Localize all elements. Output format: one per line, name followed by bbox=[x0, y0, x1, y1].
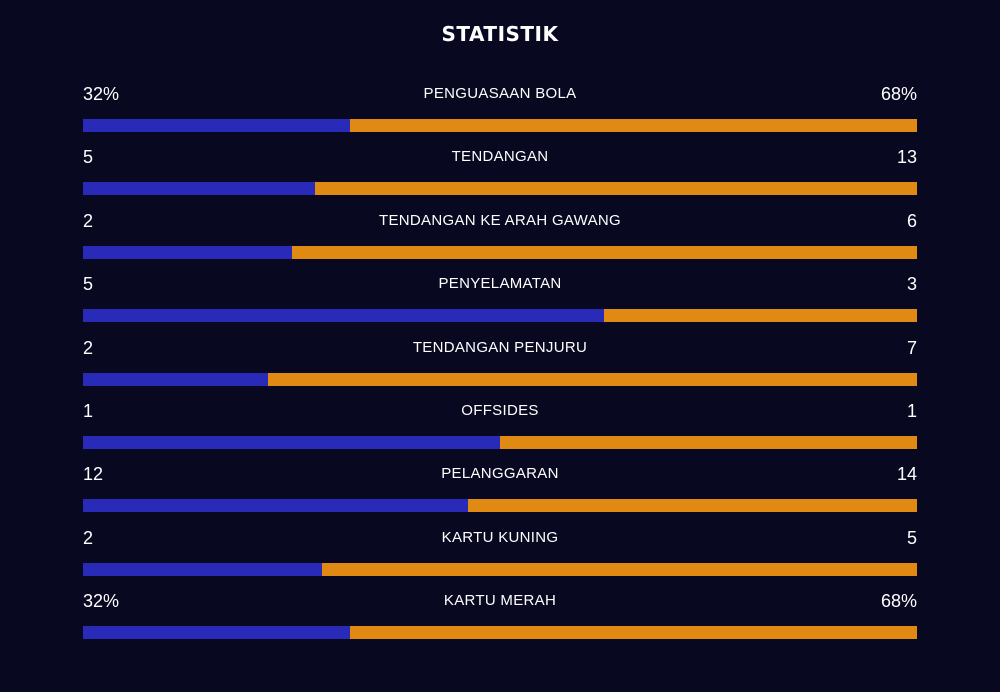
stat-label: KARTU KUNING bbox=[441, 528, 559, 546]
stat-home-value: 32% bbox=[83, 84, 120, 104]
stat-bar-home bbox=[83, 499, 468, 513]
stat-home-value: 2 bbox=[83, 210, 94, 231]
stat-bar bbox=[83, 626, 917, 640]
stat-home-value: 5 bbox=[83, 274, 94, 295]
stat-bar-home bbox=[83, 119, 350, 132]
stat-label: OFFSIDES bbox=[461, 402, 539, 419]
stat-home-value: 32% bbox=[83, 591, 120, 612]
stat-label: PENGUASAAN BOLA bbox=[423, 85, 577, 102]
stat-away-value: 5 bbox=[906, 527, 917, 548]
stat-bar bbox=[83, 372, 917, 386]
stat-bar bbox=[83, 245, 917, 259]
stat-away-value: 7 bbox=[906, 337, 917, 358]
stat-home-value: 1 bbox=[83, 401, 94, 421]
stat-bar-home bbox=[83, 309, 604, 323]
stat-away-value: 68% bbox=[880, 84, 917, 104]
stat-bar-home bbox=[83, 245, 292, 259]
stat-row-offsides: 1 OFFSIDES 1 bbox=[83, 399, 917, 459]
stat-row-tendangan-penjuru: 2 TENDANGAN PENJURU 7 bbox=[83, 336, 917, 396]
stat-away-value: 68% bbox=[880, 591, 917, 612]
stat-home-value: 12 bbox=[83, 464, 104, 485]
stats-title: STATISTIK bbox=[441, 22, 559, 46]
stat-label: PELANGGARAN bbox=[441, 465, 559, 483]
stat-row-kartu-kuning: 2 KARTU KUNING 5 bbox=[83, 526, 917, 586]
stat-away-value: 13 bbox=[896, 147, 917, 168]
stat-row-kartu-merah: 32% KARTU MERAH 68% bbox=[83, 589, 917, 649]
stat-row-penguasaan-bola: 32% PENGUASAAN BOLA 68% bbox=[83, 82, 917, 142]
stat-row-tendangan: 5 TENDANGAN 13 bbox=[83, 145, 917, 205]
stat-bar-home bbox=[83, 626, 350, 640]
stat-bar-home bbox=[83, 182, 315, 196]
stat-away-value: 3 bbox=[906, 274, 917, 295]
stat-home-value: 5 bbox=[83, 147, 94, 168]
stat-away-value: 6 bbox=[906, 210, 917, 231]
stat-bar bbox=[83, 436, 917, 449]
stat-home-value: 2 bbox=[83, 527, 94, 548]
stat-bar-home bbox=[83, 562, 322, 576]
stat-row-penyelamatan: 5 PENYELAMATAN 3 bbox=[83, 272, 917, 332]
stat-home-value: 2 bbox=[83, 337, 94, 358]
stat-row-pelanggaran: 12 PELANGGARAN 14 bbox=[83, 462, 917, 522]
stat-row-tendangan-ke-arah-gawang: 2 TENDANGAN KE ARAH GAWANG 6 bbox=[83, 209, 917, 269]
stat-label: PENYELAMATAN bbox=[438, 275, 562, 293]
stat-away-value: 1 bbox=[906, 401, 917, 421]
stat-bar bbox=[83, 562, 917, 576]
stat-label: TENDANGAN PENJURU bbox=[412, 338, 588, 356]
stat-label: KARTU MERAH bbox=[443, 592, 557, 610]
stat-label: TENDANGAN bbox=[451, 148, 549, 166]
stat-bar-home bbox=[83, 436, 500, 449]
stat-away-value: 14 bbox=[896, 464, 917, 485]
stat-label: TENDANGAN KE ARAH GAWANG bbox=[379, 211, 621, 229]
stat-bar-home bbox=[83, 372, 268, 386]
stat-bar bbox=[83, 499, 917, 513]
stat-bar bbox=[83, 309, 917, 323]
stat-bar bbox=[83, 182, 917, 196]
stat-bar bbox=[83, 119, 917, 132]
